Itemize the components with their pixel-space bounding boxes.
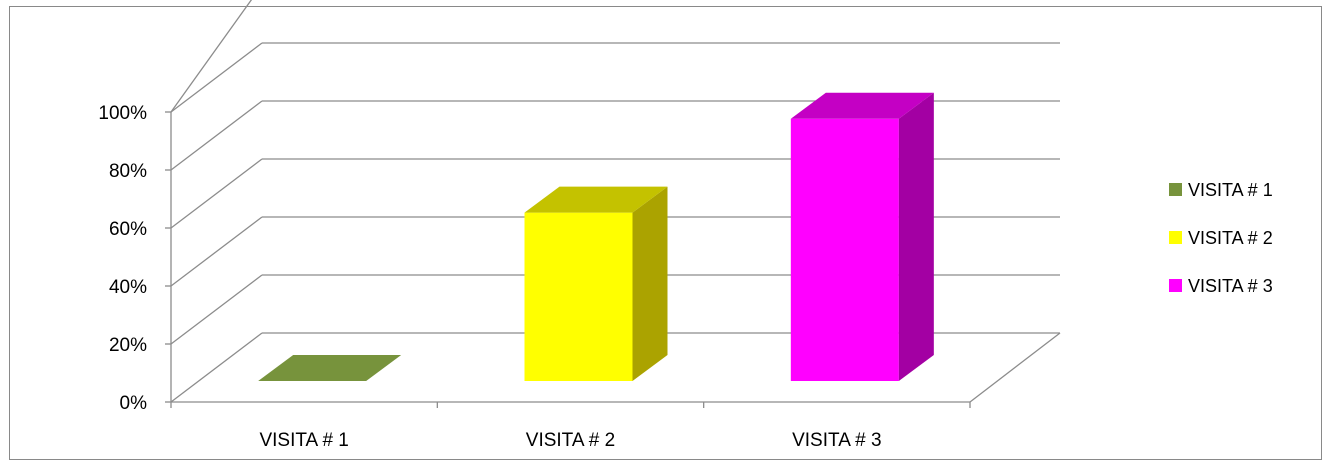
gridline-side — [170, 274, 263, 345]
gridline-side — [170, 332, 263, 403]
y-tick-label: 0% — [120, 393, 148, 414]
y-tick-label: 20% — [109, 335, 147, 356]
gridline-side — [170, 216, 263, 287]
legend-item: VISITA # 2 — [1169, 228, 1273, 248]
y-tick-label: 80% — [109, 161, 147, 182]
x-tick-label: VISITA # 1 — [259, 430, 348, 451]
x-tick-label: VISITA # 2 — [526, 430, 615, 451]
bar-3 — [790, 92, 934, 382]
axes — [170, 112, 1061, 403]
legend-label: VISITA # 2 — [1188, 228, 1273, 248]
legend-item: VISITA # 1 — [1169, 180, 1273, 200]
bar-1 — [258, 355, 402, 381]
gridline-side — [170, 158, 263, 229]
legend-swatch — [1169, 231, 1182, 244]
legend-label: VISITA # 3 — [1188, 276, 1273, 296]
bar-front — [790, 118, 899, 382]
bar-top — [258, 355, 402, 381]
bars — [258, 92, 934, 382]
y-tick-label: 60% — [109, 219, 147, 240]
legend-item: VISITA # 3 — [1169, 276, 1273, 296]
gridline-side — [170, 100, 263, 171]
x-axis-ticks: VISITA # 1 VISITA # 2 VISITA # 3 — [170, 402, 971, 451]
gridline-side — [170, 0, 253, 113]
bar-2 — [524, 186, 668, 381]
legend: VISITA # 1 VISITA # 2 VISITA # 3 — [1169, 180, 1273, 296]
x-tick-label: VISITA # 3 — [792, 430, 881, 451]
legend-swatch — [1169, 183, 1182, 196]
legend-label: VISITA # 1 — [1188, 180, 1273, 200]
y-tick-label: 40% — [109, 277, 147, 298]
bar-top — [524, 186, 668, 213]
floor-right-edge — [969, 332, 1061, 403]
y-tick-label: 100% — [98, 103, 147, 124]
bar-side — [632, 186, 668, 381]
bar-side — [898, 92, 934, 382]
bar-front — [524, 212, 633, 381]
y-axis-ticks: 0% 20% 40% 60% 80% 100% — [98, 103, 171, 414]
bar-top — [790, 92, 934, 119]
gridline-side — [170, 42, 263, 113]
legend-swatch — [1169, 279, 1182, 292]
